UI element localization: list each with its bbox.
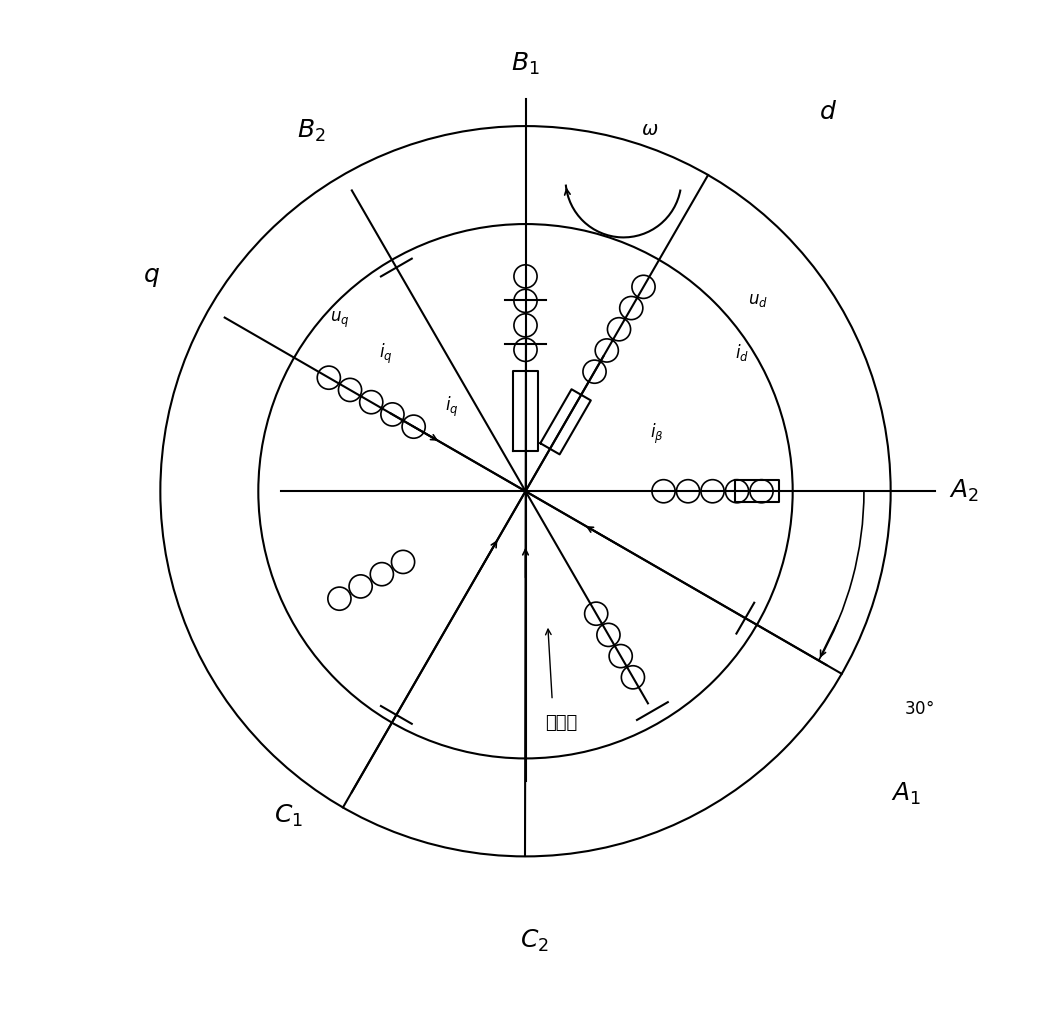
Text: $u_d$: $u_d$ xyxy=(748,293,768,309)
Text: $d$: $d$ xyxy=(820,102,838,124)
Text: 永磁体: 永磁体 xyxy=(545,714,577,732)
Text: $q$: $q$ xyxy=(143,266,161,289)
Text: $A_2$: $A_2$ xyxy=(949,479,978,504)
Text: $i_q$: $i_q$ xyxy=(378,341,392,366)
Text: $\omega$: $\omega$ xyxy=(641,121,659,139)
Text: $u_q$: $u_q$ xyxy=(330,310,349,330)
Text: $i_\beta$: $i_\beta$ xyxy=(651,422,664,446)
Text: $B_2$: $B_2$ xyxy=(296,118,325,144)
Text: $i_d$: $i_d$ xyxy=(735,342,749,363)
Text: $C_2$: $C_2$ xyxy=(520,927,549,954)
Text: $i_q$: $i_q$ xyxy=(446,394,459,419)
Text: $C_1$: $C_1$ xyxy=(274,803,303,829)
Text: $30°$: $30°$ xyxy=(904,699,934,718)
Text: $B_1$: $B_1$ xyxy=(511,51,540,77)
Text: $A_1$: $A_1$ xyxy=(890,781,921,807)
